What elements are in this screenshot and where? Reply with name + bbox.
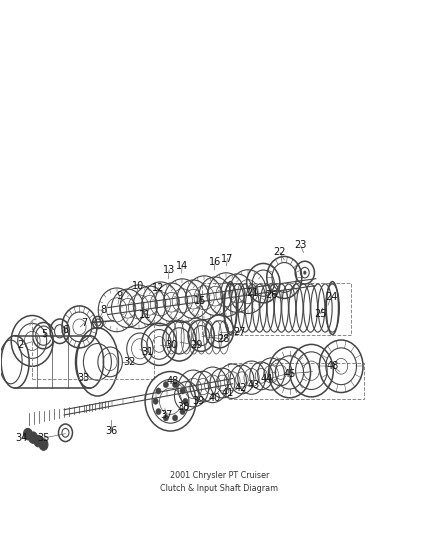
Text: 45: 45 <box>283 369 295 379</box>
Text: 9: 9 <box>117 291 123 301</box>
Text: 41: 41 <box>221 389 233 398</box>
Bar <box>201 283 350 335</box>
Text: 16: 16 <box>208 257 221 267</box>
Ellipse shape <box>172 382 177 387</box>
Ellipse shape <box>155 388 161 394</box>
Text: 13: 13 <box>162 265 175 275</box>
Text: 11: 11 <box>139 310 151 320</box>
Ellipse shape <box>155 408 161 415</box>
Ellipse shape <box>303 271 305 274</box>
Text: 42: 42 <box>234 383 246 393</box>
Ellipse shape <box>152 398 158 405</box>
Text: 40: 40 <box>208 393 220 403</box>
Text: 12: 12 <box>152 282 164 293</box>
Text: 48: 48 <box>166 376 178 386</box>
Text: 6: 6 <box>62 325 68 335</box>
Text: 32: 32 <box>124 357 136 367</box>
Text: 36: 36 <box>105 426 117 435</box>
Text: 17: 17 <box>221 254 233 264</box>
Text: 34: 34 <box>15 433 28 443</box>
Text: 5: 5 <box>41 329 47 340</box>
Text: 2: 2 <box>17 340 24 350</box>
Ellipse shape <box>23 429 32 440</box>
Ellipse shape <box>163 382 168 387</box>
Ellipse shape <box>39 439 48 450</box>
Text: 33: 33 <box>78 373 90 383</box>
Ellipse shape <box>180 408 185 415</box>
Text: 15: 15 <box>193 296 205 305</box>
Text: 2001 Chrysler PT Cruiser
Clutch & Input Shaft Diagram: 2001 Chrysler PT Cruiser Clutch & Input … <box>160 471 278 493</box>
Text: 14: 14 <box>176 261 188 271</box>
Text: 22: 22 <box>273 247 286 257</box>
Text: 31: 31 <box>141 347 153 357</box>
Bar <box>228 363 363 399</box>
Text: 35: 35 <box>37 433 49 443</box>
Text: 27: 27 <box>233 327 245 337</box>
Text: 28: 28 <box>216 334 229 344</box>
Text: 24: 24 <box>324 292 336 302</box>
Ellipse shape <box>28 432 37 443</box>
Text: 25: 25 <box>313 309 326 319</box>
Text: 30: 30 <box>165 340 177 350</box>
Text: 39: 39 <box>192 396 204 406</box>
Text: 43: 43 <box>247 379 259 390</box>
Text: 44: 44 <box>260 374 272 384</box>
Ellipse shape <box>180 388 185 394</box>
Text: 8: 8 <box>100 305 106 315</box>
Text: 7: 7 <box>81 318 87 328</box>
Text: 21: 21 <box>246 288 258 298</box>
Ellipse shape <box>163 415 168 421</box>
Text: 37: 37 <box>160 410 173 421</box>
Text: 48: 48 <box>325 361 338 372</box>
Text: 10: 10 <box>132 281 145 291</box>
Text: 23: 23 <box>293 240 306 251</box>
Ellipse shape <box>182 398 187 405</box>
Ellipse shape <box>172 415 177 421</box>
Text: 38: 38 <box>177 401 189 411</box>
Ellipse shape <box>34 435 42 447</box>
Text: 26: 26 <box>265 290 277 300</box>
Text: 29: 29 <box>190 340 202 350</box>
